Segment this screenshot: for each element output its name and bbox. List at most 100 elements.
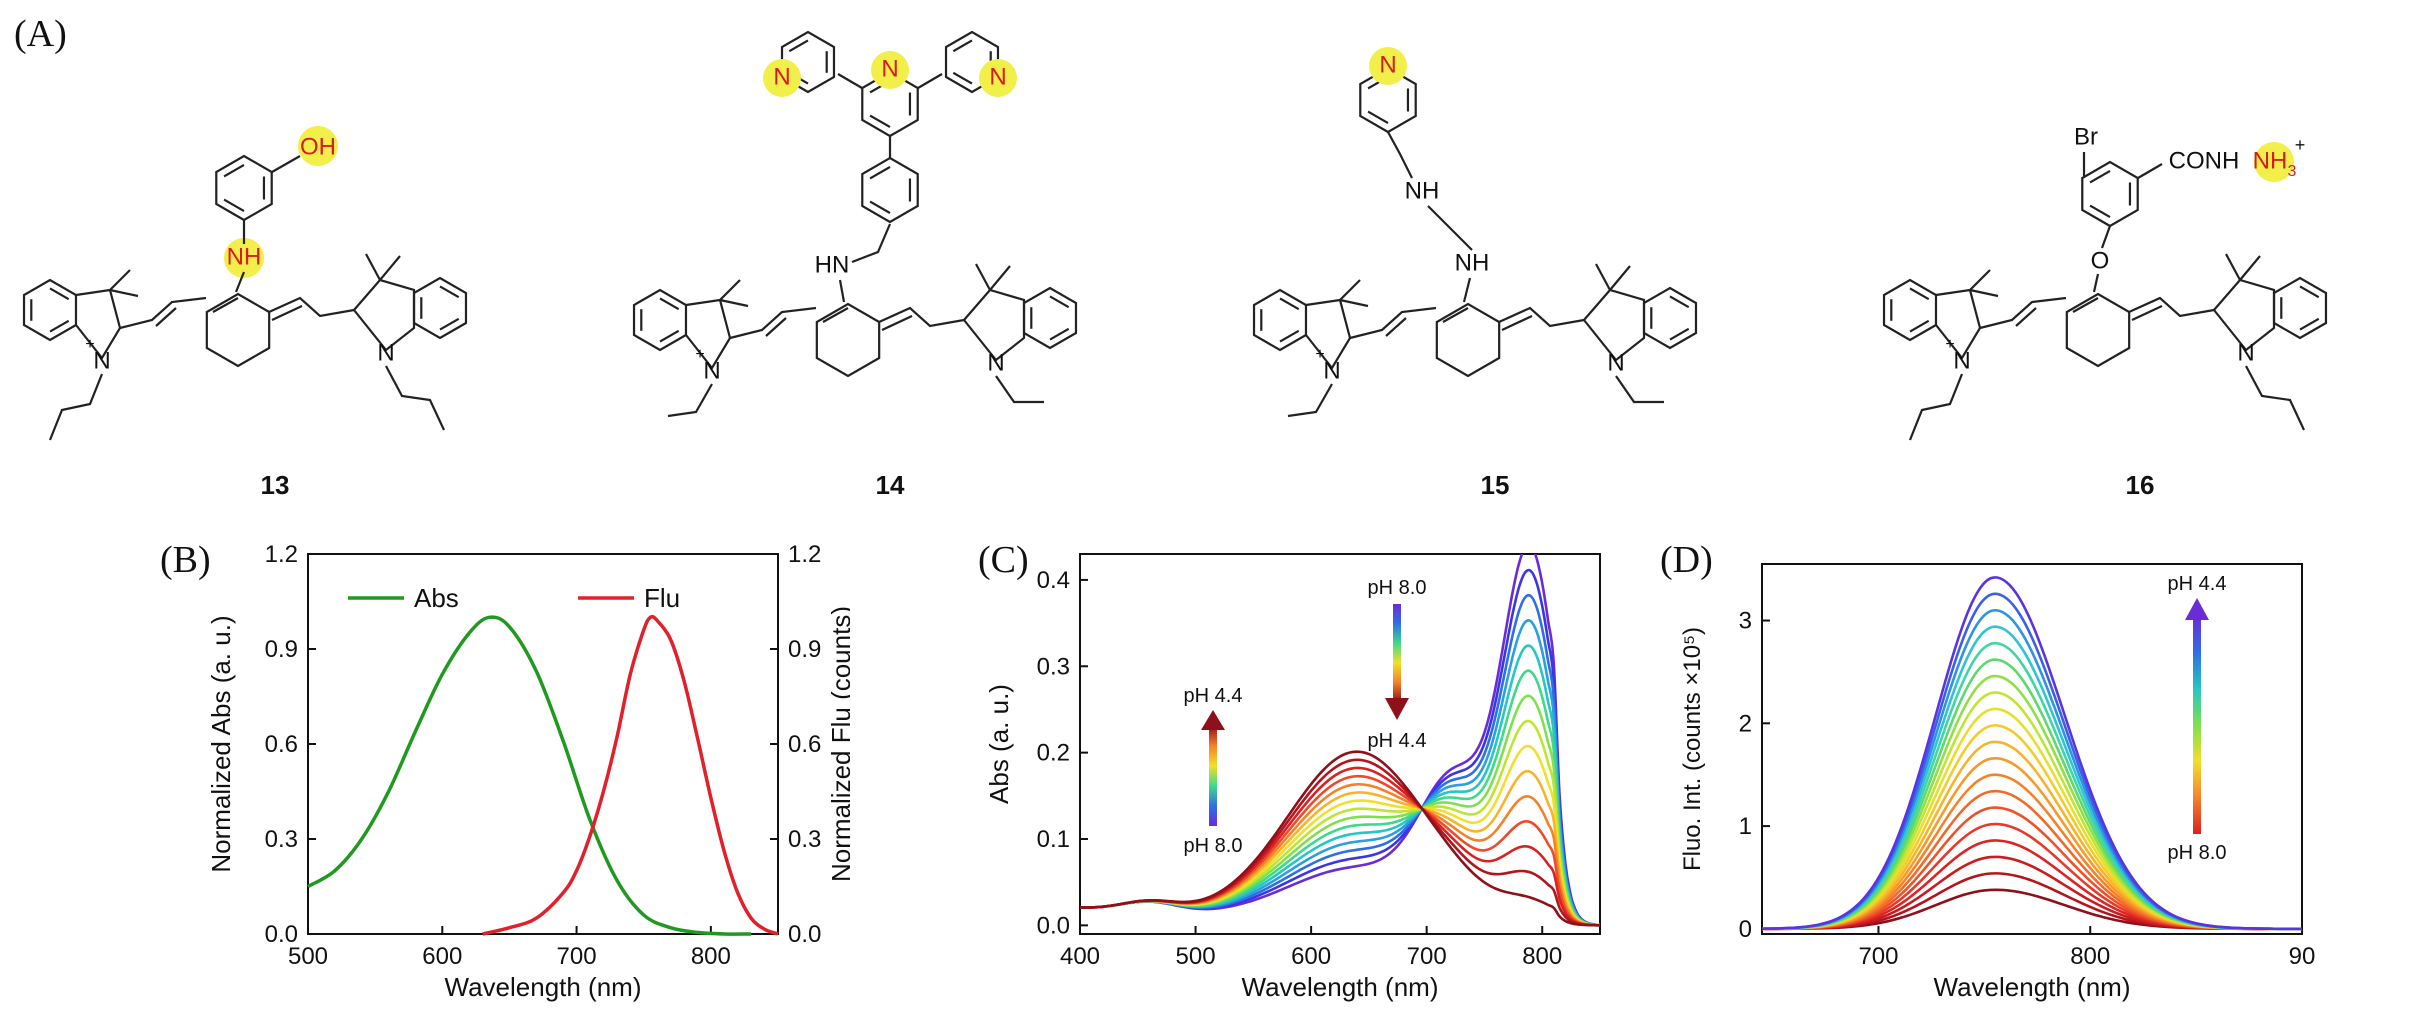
ethyl-chain [995,375,1044,404]
chart-d: 0 1 2 3 700 800 90 Wavelength (nm) Fluo. Int. (c… [1679,563,2316,1002]
indole-benzene-right-double-bond [2299,285,2320,299]
x-tick-label: 600 [422,943,462,970]
ethyl-chain [1615,375,1664,404]
indole-benzene-right-double-bond [1049,295,1070,309]
atom-subscript: 3 [2288,163,2297,180]
highlight-nh [224,238,264,278]
nitrogen-label: N [987,349,1004,376]
bond [234,271,246,293]
compound-label-16: 16 [2125,470,2155,500]
x-tick-label: 500 [288,943,328,970]
highlight-nh3 [2254,142,2294,182]
charge-plus: + [85,336,94,353]
polymethine-left [729,306,817,340]
y-tick-label: 0.6 [265,731,298,758]
y2-tick-label: 0.9 [788,636,821,663]
y-tick-label: 0.0 [265,921,298,948]
polymethine-double [155,307,177,327]
charge-plus: + [2295,135,2306,155]
indole-benzene-left-double-bond [659,297,680,311]
nitrogen-label: N [1953,347,1970,374]
x-tick-label: 700 [557,943,597,970]
y-tick-label: 0 [1739,916,1752,943]
atom-n: N [773,63,790,90]
ethyl-chain [667,383,713,418]
indole-benzene-right [2272,276,2328,340]
x-tick-label: 90 [2289,943,2316,970]
indole-benzene-left-double-bond [49,287,70,301]
x-tick-label: 800 [2070,943,2110,970]
polymethine-double [1385,317,1407,337]
bond [2100,225,2112,249]
plot-frame [1079,553,1601,935]
y-tick-label: 0.1 [1037,826,1070,853]
polymethine-double [881,315,913,331]
indole-benzene-right [412,276,468,340]
central-pyridine-ring-double-bond [869,114,891,128]
bond [837,73,863,89]
methyl-bond [1339,279,1361,301]
pyridine-ring-right-double-bond [952,39,973,53]
cyclohexene-ring [2065,292,2131,368]
atom-o: O [2091,247,2110,274]
atom-n: N [1379,51,1396,78]
y-tick-label: 0.0 [1037,912,1070,939]
x-tick-label: 400 [1060,943,1100,970]
panel-letter-c: (C) [978,539,1029,581]
atom-n: N [881,55,898,82]
phenol-ring-double-bond [223,198,245,212]
atom-conh: CONH [2169,147,2240,174]
methyl-bond [2225,253,2241,281]
cyclohexene-ring [815,302,881,378]
spectrum-line [1762,625,2302,931]
highlight-n [763,59,801,97]
methyl-bond [109,269,131,291]
gradient-arrow-head [1201,710,1225,730]
x-tick-label: 600 [1291,943,1331,970]
bond-chain [1387,131,1413,179]
indole-benzene-left-double-bond [49,319,70,333]
polymethine-left [119,296,207,330]
indole-benzene-left-double-bond [1279,297,1300,311]
nitrogen-label: N [93,347,110,374]
atom-oh: OH [300,133,336,160]
charge-plus: + [1315,346,1324,363]
gradient-arrow-head [2185,598,2209,620]
pyridine-ring-left-double-bond [788,39,809,53]
x-tick-label: 500 [1176,943,1216,970]
propyl-chain [2245,365,2305,431]
legend-label-abs: Abs [414,583,459,613]
spectrum-line [1762,822,2302,931]
y2-axis-label: Normalized Flu (counts) [826,606,850,882]
annotation-ph: pH 8.0 [1184,835,1243,857]
polymethine-double [765,317,787,337]
y-tick-label: 1.2 [265,541,298,568]
methyl-bond [1339,298,1369,308]
x-axis-label: Wavelength (nm) [1242,972,1439,1002]
bond [2092,273,2100,293]
bromobenzamide-ring [2081,160,2139,228]
annotation-ph: pH 4.4 [2168,573,2227,595]
highlight-n [979,59,1017,97]
x-axis-label: Wavelength (nm) [445,972,642,1002]
pyridine-ring-right-double-bond [952,71,973,85]
indole-benzene-left-double-bond [659,329,680,343]
charge-plus: + [1945,336,1954,353]
spectrum-line [1762,641,2302,931]
cyclohexene-ring [205,292,271,368]
propyl-chain [385,365,445,431]
atom-nh: NH [1405,177,1440,204]
methyl-bond [2239,255,2261,281]
benzyl-ring-double-bond [869,200,891,214]
polymethine-left [1349,306,1437,340]
cyclohexene-double [822,307,849,323]
cyclohexene-double [212,297,239,313]
indole-benzene-right-double-bond [439,317,460,331]
methyl-bond [719,279,741,301]
atom-nh: NH [227,243,262,270]
panel-letter-a: (A) [14,13,67,55]
spectra-group [1080,554,1600,927]
indole-benzene-left [1882,278,1938,342]
